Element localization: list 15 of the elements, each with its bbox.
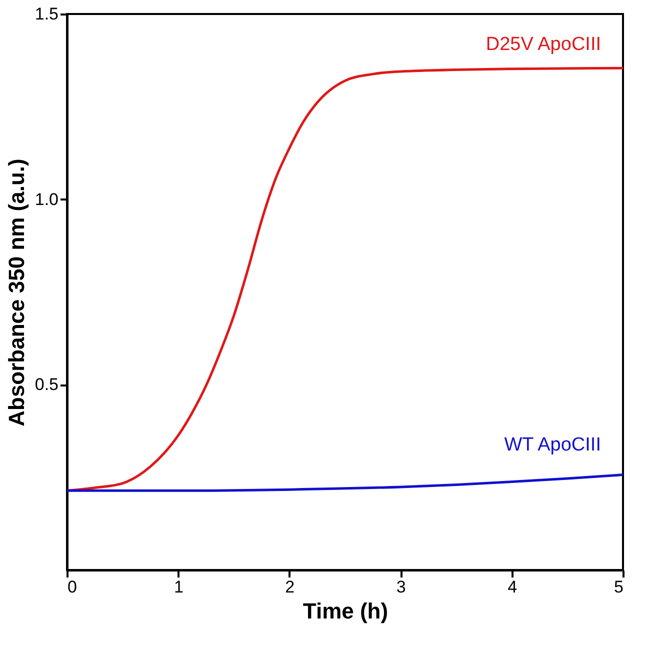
series-label: D25V ApoCIII (486, 34, 601, 56)
y-tick-label: 1.0 (34, 190, 58, 209)
x-tick-label: 5 (614, 578, 624, 596)
x-axis-title: Time (h) (302, 598, 388, 624)
x-tick-label: 0 (68, 578, 77, 596)
y-axis-title: Absorbance 350 nm (a.u.) (4, 158, 29, 426)
x-tick-label: 2 (285, 578, 295, 596)
line-series (67, 66, 623, 492)
x-tick-label: 4 (508, 578, 518, 596)
line-series (67, 473, 623, 492)
y-tick-label: 1.5 (34, 4, 58, 24)
series-label: WT ApoCIII (504, 434, 601, 456)
x-tick-label: 1 (174, 578, 184, 596)
x-tick-label: 3 (396, 578, 406, 596)
y-tick-label: 0.5 (34, 375, 58, 394)
